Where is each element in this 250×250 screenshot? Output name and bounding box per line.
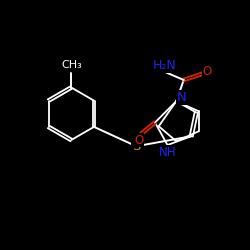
Text: O: O — [134, 134, 143, 146]
Text: NH: NH — [159, 146, 176, 159]
Text: CH₃: CH₃ — [61, 60, 82, 70]
Text: O: O — [203, 65, 212, 78]
Text: H₂N: H₂N — [153, 59, 177, 72]
Text: S: S — [132, 140, 140, 153]
Text: N: N — [177, 91, 186, 104]
